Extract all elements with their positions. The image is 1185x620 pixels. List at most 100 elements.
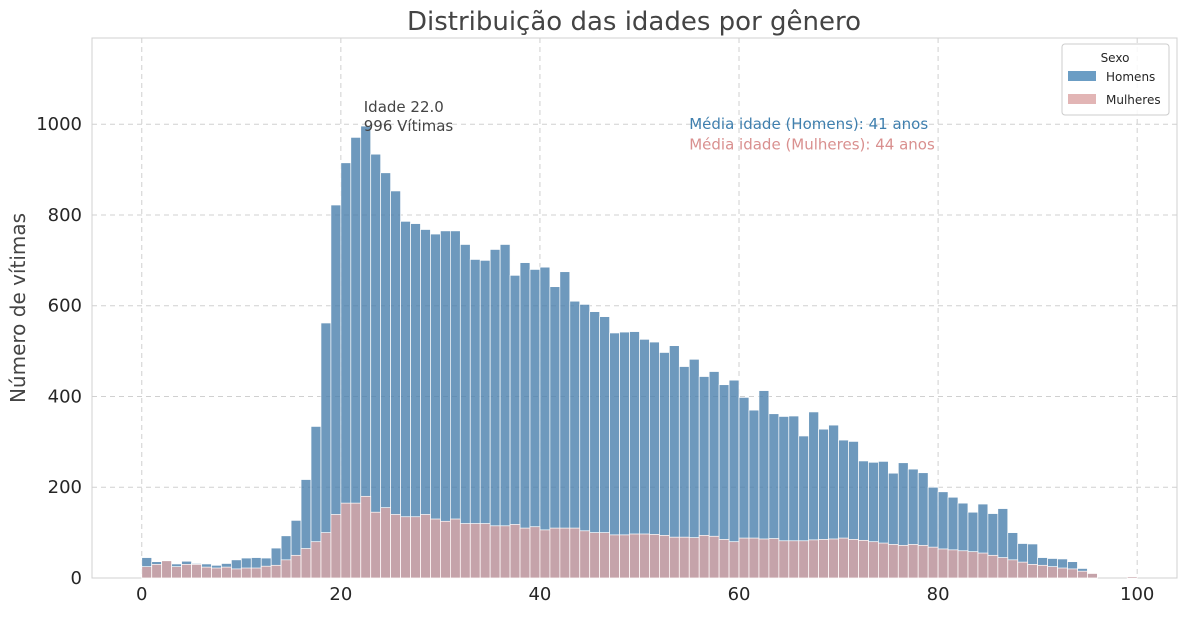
- bar-mulheres-12: [260, 565, 272, 579]
- bar-mulheres-5: [191, 564, 202, 579]
- bar-mulheres-35: [489, 525, 501, 579]
- bar-mulheres-54: [678, 536, 690, 579]
- series-mulheres-bars: [141, 495, 1138, 579]
- bar-mulheres-42: [559, 527, 571, 579]
- bar-mulheres-60: [738, 537, 750, 579]
- bar-mulheres-37: [509, 524, 521, 579]
- bar-mulheres-10: [240, 567, 252, 579]
- bar-mulheres-39: [529, 526, 541, 579]
- bar-mulheres-31: [449, 518, 461, 579]
- bar-mulheres-8: [221, 566, 232, 579]
- bar-mulheres-90: [1037, 564, 1048, 579]
- bar-mulheres-67: [808, 539, 820, 579]
- bar-mulheres-51: [649, 534, 660, 579]
- bar-mulheres-95: [1087, 573, 1098, 579]
- bar-mulheres-76: [897, 544, 909, 579]
- bar-mulheres-71: [848, 539, 859, 579]
- bar-mulheres-50: [639, 533, 650, 579]
- bar-mulheres-1: [151, 564, 163, 579]
- y-tick-label-1000: 1000: [36, 114, 82, 135]
- bar-mulheres-11: [250, 567, 262, 579]
- y-tick-label-0: 0: [71, 568, 82, 589]
- bar-mulheres-24: [380, 507, 391, 579]
- x-tick-label-20: 20: [329, 584, 352, 605]
- bar-mulheres-26: [400, 516, 411, 579]
- bar-mulheres-44: [579, 530, 591, 579]
- bar-mulheres-52: [659, 534, 670, 579]
- bar-mulheres-17: [310, 541, 322, 579]
- bar-mulheres-70: [838, 537, 849, 579]
- bar-mulheres-82: [957, 550, 969, 579]
- bar-mulheres-81: [947, 549, 959, 579]
- bar-mulheres-21: [350, 502, 362, 579]
- bar-mulheres-13: [270, 564, 282, 579]
- bar-mulheres-91: [1047, 566, 1058, 579]
- bar-mulheres-85: [987, 554, 999, 579]
- bar-mulheres-94: [1077, 570, 1088, 579]
- bar-mulheres-45: [589, 532, 601, 579]
- bar-mulheres-78: [917, 544, 929, 579]
- legend-swatch-mulheres: [1068, 94, 1096, 104]
- peak-annotation-count: 996 Vítimas: [364, 117, 454, 135]
- bar-mulheres-19: [330, 514, 342, 579]
- bar-mulheres-2: [161, 560, 172, 579]
- bar-mulheres-75: [887, 544, 899, 579]
- legend-label-homens: Homens: [1106, 70, 1155, 84]
- bar-mulheres-32: [459, 523, 471, 579]
- bar-mulheres-65: [788, 540, 800, 579]
- bar-mulheres-74: [878, 542, 889, 579]
- bar-mulheres-22: [360, 495, 372, 579]
- bar-mulheres-40: [539, 529, 551, 579]
- bar-mulheres-14: [280, 559, 292, 579]
- y-tick-label-800: 800: [48, 205, 82, 226]
- x-tick-label-0: 0: [136, 584, 147, 605]
- bar-mulheres-53: [668, 536, 680, 579]
- x-tick-label-40: 40: [528, 584, 551, 605]
- bar-mulheres-88: [1017, 561, 1029, 579]
- mean-age-women-label: Média idade (Mulheres): 44 anos: [689, 136, 935, 154]
- bar-mulheres-46: [599, 532, 610, 579]
- bar-mulheres-87: [1007, 559, 1019, 579]
- bar-mulheres-64: [778, 540, 790, 579]
- bar-mulheres-56: [698, 534, 710, 579]
- bar-mulheres-7: [211, 567, 222, 579]
- bar-mulheres-16: [300, 548, 312, 579]
- y-tick-label-400: 400: [48, 386, 82, 407]
- chart-title: Distribuição das idades por gênero: [407, 7, 861, 37]
- bar-mulheres-38: [519, 527, 531, 579]
- bar-mulheres-57: [708, 535, 720, 579]
- bar-mulheres-47: [609, 534, 620, 579]
- bar-mulheres-63: [768, 538, 780, 579]
- bar-mulheres-93: [1067, 568, 1078, 579]
- bar-mulheres-48: [619, 534, 630, 579]
- legend: Sexo Homens Mulheres: [1061, 43, 1170, 116]
- bar-mulheres-83: [967, 551, 979, 579]
- bar-mulheres-86: [997, 557, 1009, 579]
- bar-mulheres-92: [1057, 567, 1068, 579]
- bar-mulheres-41: [549, 527, 561, 579]
- mean-age-men-label: Média idade (Homens): 41 anos: [689, 115, 928, 133]
- bar-mulheres-18: [320, 532, 332, 579]
- bar-mulheres-84: [977, 552, 989, 579]
- peak-annotation-age: Idade 22.0: [364, 98, 444, 116]
- bar-mulheres-20: [340, 502, 352, 579]
- bar-mulheres-58: [718, 539, 730, 579]
- bar-mulheres-30: [440, 520, 451, 579]
- x-tick-label-80: 80: [927, 584, 950, 605]
- legend-title: Sexo: [1101, 51, 1130, 65]
- bar-mulheres-73: [868, 541, 879, 579]
- bar-mulheres-34: [479, 523, 491, 579]
- bar-mulheres-0: [141, 566, 153, 579]
- bar-mulheres-66: [798, 540, 810, 579]
- bar-mulheres-25: [390, 514, 401, 579]
- bar-mulheres-68: [818, 539, 829, 579]
- bar-mulheres-9: [231, 568, 242, 579]
- series-homens-bars: [141, 125, 1138, 579]
- bar-mulheres-28: [420, 514, 431, 579]
- y-tick-label-200: 200: [48, 477, 82, 498]
- bar-mulheres-43: [569, 527, 581, 579]
- bar-mulheres-6: [201, 566, 212, 579]
